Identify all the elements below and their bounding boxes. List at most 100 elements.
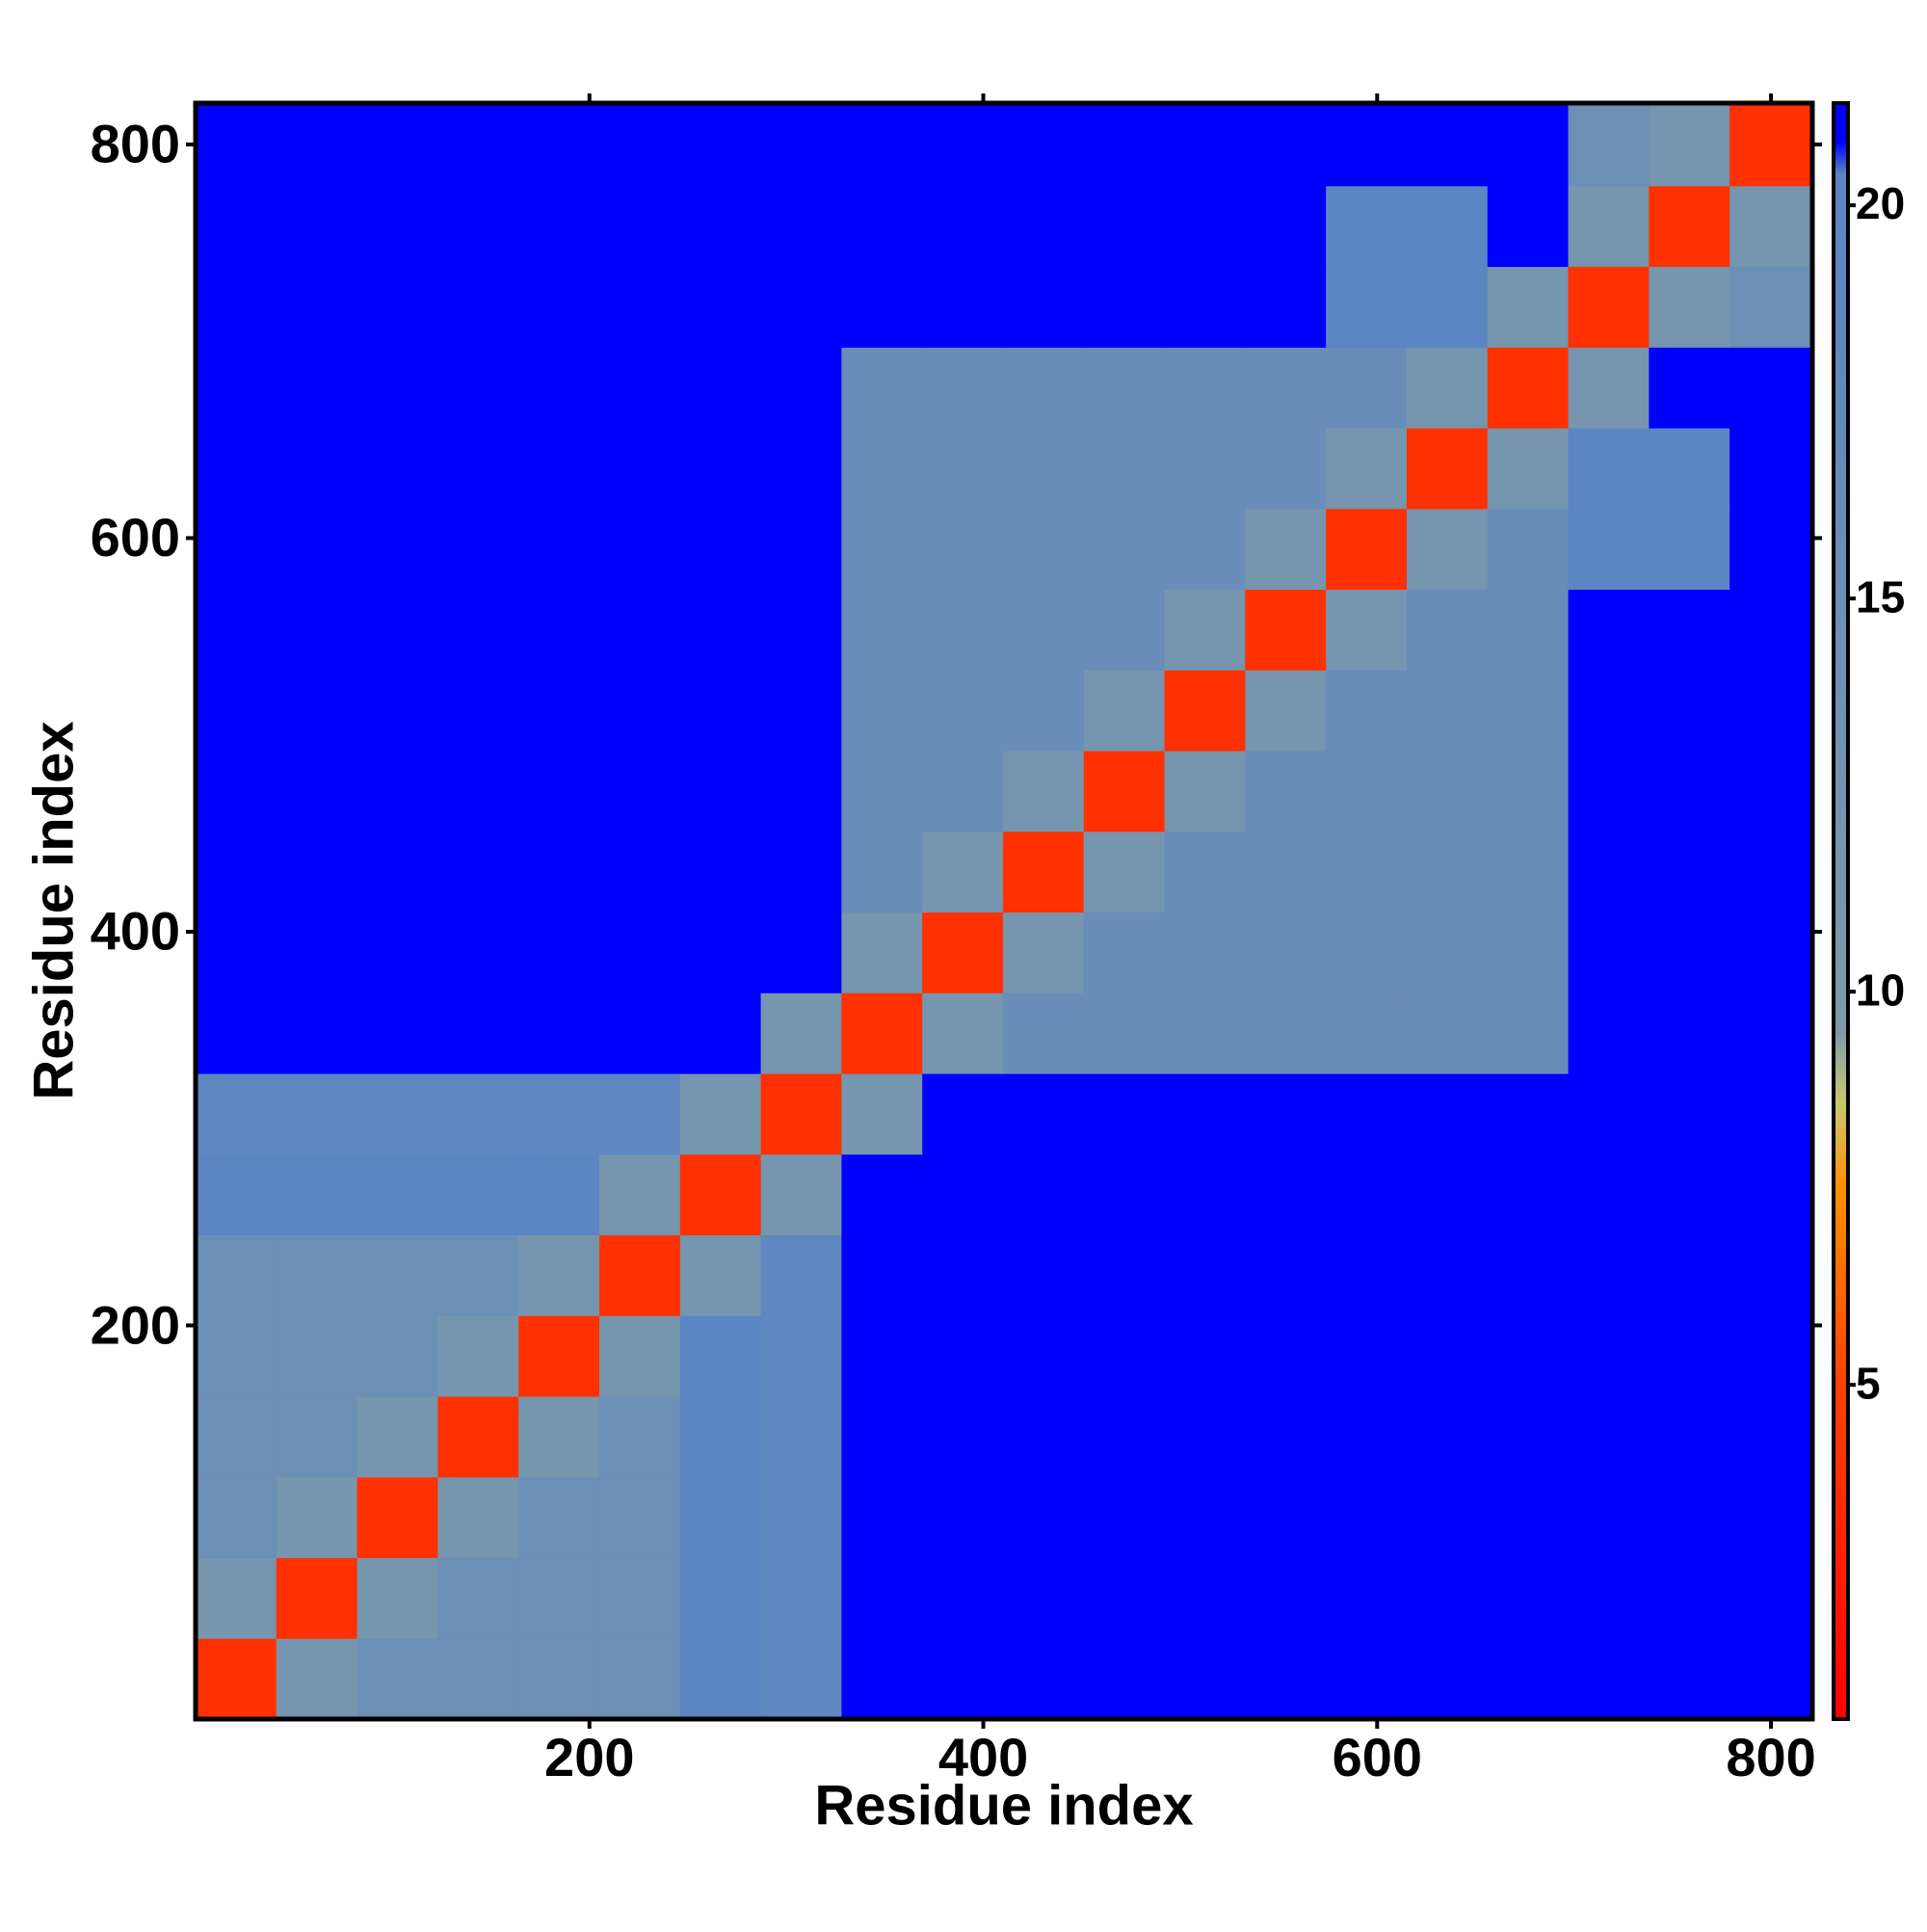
heatmap-cell — [1245, 347, 1327, 429]
heatmap-cell — [1245, 670, 1327, 752]
heatmap-cell — [1002, 912, 1085, 993]
heatmap-cell — [1568, 105, 1650, 187]
heatmap-cell — [841, 992, 923, 1074]
heatmap-cell — [760, 589, 842, 671]
heatmap-cell — [1729, 105, 1811, 187]
heatmap-cell — [437, 1073, 519, 1155]
heatmap-cell — [1002, 347, 1085, 429]
heatmap-cell — [1568, 751, 1650, 833]
heatmap-cell — [1649, 992, 1730, 1074]
heatmap-cell — [1326, 1153, 1408, 1236]
heatmap-cell — [437, 912, 519, 993]
heatmap-cell — [1245, 508, 1327, 591]
heatmap-cell — [922, 1396, 1004, 1478]
heatmap-cell — [1406, 670, 1489, 752]
heatmap-cell — [1326, 992, 1408, 1074]
heatmap-cell — [196, 508, 277, 591]
y-tick-label: 600 — [91, 507, 180, 568]
heatmap-cell — [1568, 1153, 1650, 1236]
heatmap-cell — [1568, 508, 1650, 591]
heatmap-cell — [276, 992, 358, 1074]
heatmap-cell — [1487, 1396, 1570, 1478]
heatmap-cell — [922, 347, 1004, 429]
heatmap-cell — [1729, 751, 1811, 833]
heatmap-cell — [1568, 1557, 1650, 1639]
heatmap-cell — [841, 1073, 923, 1155]
heatmap-cell — [922, 670, 1004, 752]
heatmap-cell — [1568, 1396, 1650, 1478]
heatmap-cell — [1326, 185, 1408, 268]
heatmap-cell — [1487, 1638, 1570, 1720]
heatmap-cell — [841, 105, 923, 187]
heatmap-cell — [1649, 185, 1730, 268]
heatmap-cell — [1245, 1557, 1327, 1639]
heatmap-cell — [1326, 1476, 1408, 1559]
heatmap-cell — [356, 1476, 438, 1559]
heatmap-cell — [276, 1557, 358, 1639]
heatmap-cell — [1487, 508, 1570, 591]
heatmap-cell — [1487, 266, 1570, 348]
heatmap-cell — [1729, 831, 1811, 913]
heatmap-cell — [1002, 1638, 1085, 1720]
x-tick-label: 200 — [544, 1727, 634, 1787]
heatmap-cell — [1164, 105, 1246, 187]
heatmap-cell — [437, 1234, 519, 1316]
heatmap-cell — [1649, 1153, 1730, 1236]
heatmap-cell — [518, 105, 600, 187]
heatmap-cell — [196, 751, 277, 833]
heatmap-cell — [1326, 1315, 1408, 1397]
heatmap-cell — [437, 992, 519, 1074]
colorbar — [1832, 101, 1850, 1721]
heatmap-cell — [922, 185, 1004, 268]
heatmap-cell — [679, 1476, 762, 1559]
heatmap-cell — [437, 508, 519, 591]
heatmap-cell — [598, 589, 681, 671]
heatmap-cell — [1164, 1557, 1246, 1639]
heatmap-cell — [356, 508, 438, 591]
heatmap-cell — [437, 428, 519, 510]
heatmap-cell — [518, 428, 600, 510]
heatmap-cell — [1164, 1315, 1246, 1397]
heatmap-cell — [1245, 105, 1327, 187]
heatmap-cell — [679, 1315, 762, 1397]
heatmap-cell — [1406, 1315, 1489, 1397]
heatmap-cell — [1002, 831, 1085, 913]
heatmap-cell — [1649, 589, 1730, 671]
heatmap-cell — [356, 670, 438, 752]
heatmap-cell — [1083, 992, 1166, 1074]
heatmap-cell — [841, 1638, 923, 1720]
heatmap-cell — [1406, 428, 1489, 510]
heatmap-cell — [1487, 831, 1570, 913]
heatmap-cell — [1245, 831, 1327, 913]
heatmap-cell — [598, 831, 681, 913]
heatmap-cell — [1649, 670, 1730, 752]
heatmap-cell — [1326, 831, 1408, 913]
heatmap-cell — [1083, 185, 1166, 268]
y-tick-label: 400 — [91, 901, 180, 962]
heatmap-cell — [1568, 992, 1650, 1074]
heatmap-cell — [196, 1396, 277, 1478]
heatmap-cell — [922, 751, 1004, 833]
heatmap-cell — [598, 1153, 681, 1236]
heatmap-cell — [1487, 751, 1570, 833]
heatmap-cell — [1406, 1476, 1489, 1559]
heatmap-cell — [679, 1638, 762, 1720]
heatmap-cell — [276, 347, 358, 429]
heatmap-cell — [760, 105, 842, 187]
heatmap-cell — [1406, 1153, 1489, 1236]
heatmap-cell — [196, 266, 277, 348]
heatmap-cell — [1649, 751, 1730, 833]
heatmap-cell — [1487, 347, 1570, 429]
heatmap-cell — [276, 589, 358, 671]
heatmap-cell — [518, 751, 600, 833]
heatmap-cell — [356, 347, 438, 429]
heatmap-cell — [196, 347, 277, 429]
heatmap-cell — [276, 1315, 358, 1397]
heatmap-cell — [1729, 1234, 1811, 1316]
heatmap-cell — [922, 1638, 1004, 1720]
heatmap-cell — [1164, 266, 1246, 348]
heatmap-cell — [598, 992, 681, 1074]
heatmap-cell — [1649, 428, 1730, 510]
heatmap-cell — [598, 751, 681, 833]
heatmap-cell — [518, 1638, 600, 1720]
